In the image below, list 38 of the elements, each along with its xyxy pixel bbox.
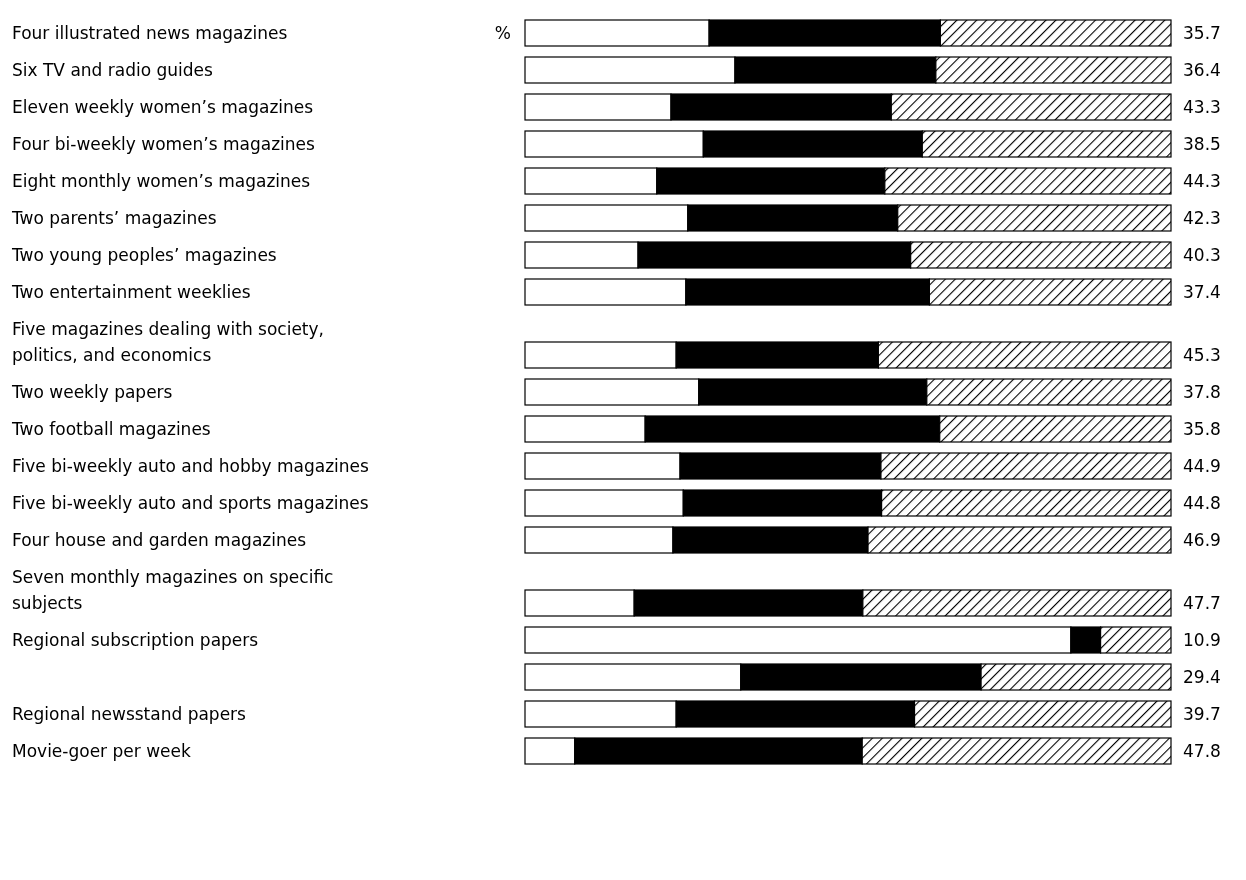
- data-label: 43.3: [1183, 97, 1221, 117]
- y-tick-label: Seven monthly magazines on specific subjects: [12, 567, 334, 613]
- y-tick-label: Eleven weekly women’s magazines: [12, 97, 314, 117]
- data-label: 35.8: [1183, 419, 1221, 439]
- y-tick-label: Two weekly papers: [11, 382, 173, 402]
- y-tick-label: Two entertainment weeklies: [11, 282, 251, 302]
- data-label: 29.4: [1183, 667, 1221, 687]
- data-label: 40.3: [1183, 245, 1221, 265]
- text: %: [494, 23, 511, 43]
- data-label: 46.9: [1183, 530, 1221, 550]
- data-label: 47.8: [1183, 741, 1221, 761]
- y-tick-label: Eight monthly women’s magazines: [12, 171, 311, 191]
- data-label: 37.4: [1183, 282, 1221, 302]
- y-tick-label: Four illustrated news magazines: [12, 23, 288, 43]
- y-tick-label: Two football magazines: [11, 419, 211, 439]
- data-label: 44.8: [1183, 493, 1221, 513]
- data-label: 36.4: [1183, 60, 1221, 80]
- data-label: 10.9: [1183, 630, 1221, 650]
- data-label: 35.7: [1183, 23, 1221, 43]
- y-tick-label: Five bi-weekly auto and hobby magazines: [12, 456, 370, 476]
- data-label: 45.3: [1183, 345, 1221, 365]
- y-tick-label: Six TV and radio guides: [12, 60, 214, 80]
- y-tick-label: Two parents’ magazines: [11, 208, 217, 228]
- y-tick-label: Movie-goer per week: [12, 741, 191, 761]
- data-label: 44.9: [1183, 456, 1221, 476]
- y-tick-label: Two young peoples’ magazines: [11, 245, 277, 265]
- data-label: 42.3: [1183, 208, 1221, 228]
- y-tick-label: Regional newsstand papers: [12, 704, 247, 724]
- y-tick-label: Five magazines dealing with society, politics, and economics: [12, 319, 324, 365]
- y-tick-label: Regional subscription papers: [12, 630, 259, 650]
- y-tick-label: Four house and garden magazines: [12, 530, 307, 550]
- data-label: 47.7: [1183, 593, 1221, 613]
- data-label: 37.8: [1183, 382, 1221, 402]
- data-label: 39.7: [1183, 704, 1221, 724]
- data-label: 38.5: [1183, 134, 1221, 154]
- y-tick-label: Five bi-weekly auto and sports magazines: [12, 493, 369, 513]
- data-label: 44.3: [1183, 171, 1221, 191]
- y-tick-label: Four bi-weekly women’s magazines: [12, 134, 316, 154]
